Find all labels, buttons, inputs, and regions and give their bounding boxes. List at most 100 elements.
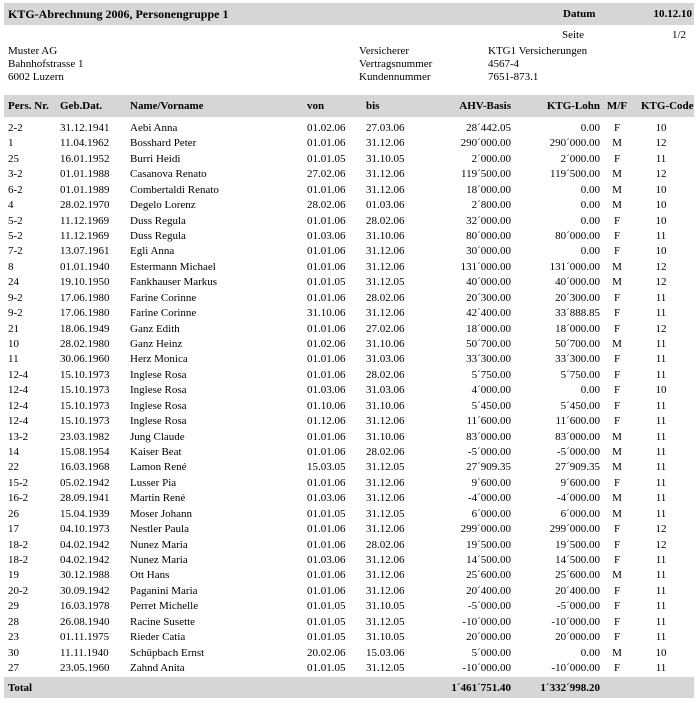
cell: 28.02.06 <box>366 291 405 304</box>
cell: 01.01.05 <box>307 631 346 644</box>
cell: 20´400.00 <box>555 584 600 597</box>
cell: 26.08.1940 <box>60 615 110 628</box>
cell: 31.12.06 <box>366 554 405 567</box>
cell: 1 <box>8 137 14 150</box>
cell: 20´000.00 <box>555 631 600 644</box>
cell: 131´000.00 <box>549 260 600 273</box>
cell: 28.02.1970 <box>60 199 110 212</box>
cell: Kaiser Beat <box>130 446 182 459</box>
cell: 24 <box>8 276 19 289</box>
cell: 31.10.06 <box>366 230 405 242</box>
total-label: Total <box>8 682 33 694</box>
cell: 01.01.06 <box>307 446 346 459</box>
cell: 11.11.1940 <box>60 646 109 659</box>
cell: 25´600.00 <box>466 569 511 582</box>
column-header: Name/Vorname <box>130 100 204 112</box>
cell: Inglese Rosa <box>130 415 187 428</box>
cell: -10´000.00 <box>551 615 600 628</box>
cell: 9´600.00 <box>471 476 511 489</box>
cell: M <box>612 430 622 443</box>
cell: 2´000.00 <box>471 152 511 165</box>
cell: Aebi Anna <box>130 122 178 134</box>
cell: 6´000.00 <box>471 507 511 520</box>
cell: 14´500.00 <box>555 554 600 567</box>
cell: 01.10.06 <box>307 399 346 412</box>
cell: 42´400.00 <box>466 307 511 320</box>
cell: 28.02.06 <box>366 214 405 227</box>
cell: 15.03.06 <box>366 646 405 659</box>
cell: 19´500.00 <box>466 538 511 551</box>
cell: 31.12.05 <box>366 276 405 289</box>
street: Bahnhofstrasse 1 <box>8 58 84 70</box>
cell: 31.12.05 <box>366 507 405 520</box>
cell: M <box>612 338 622 351</box>
cell: 31.10.05 <box>366 152 405 165</box>
cell: 01.03.06 <box>307 554 346 567</box>
cell: 28´442.05 <box>466 122 511 134</box>
cell: 9-2 <box>8 307 23 320</box>
cell: 31.03.06 <box>366 353 405 366</box>
cell: Duss Regula <box>130 230 186 242</box>
cell: 80´000.00 <box>555 230 600 242</box>
cell: 01.01.06 <box>307 523 346 536</box>
cell: 23 <box>8 631 19 644</box>
cell: -5´000.00 <box>467 600 511 613</box>
cell: Estermann Michael <box>130 260 216 273</box>
cell: 0.00 <box>580 646 600 659</box>
cell: 11 <box>655 615 667 628</box>
cell: 01.01.05 <box>307 152 346 165</box>
cell: 31.10.06 <box>307 307 346 320</box>
cell: 20´300.00 <box>555 291 600 304</box>
cell: 21 <box>8 322 19 335</box>
column-header: M/F <box>606 100 628 112</box>
cell: 01.01.06 <box>307 183 346 196</box>
cell: 01.02.06 <box>307 122 346 134</box>
cell: 11.04.1962 <box>60 137 110 150</box>
cell: 6´000.00 <box>560 507 600 520</box>
cell: -5´000.00 <box>556 600 600 613</box>
cell: 27´909.35 <box>555 461 600 474</box>
cell: Ganz Edith <box>130 322 180 335</box>
cell: 11 <box>655 152 667 165</box>
cell: 27 <box>8 662 19 675</box>
cell: 12 <box>655 276 667 289</box>
cell: Nunez Maria <box>130 538 188 551</box>
column-header: von <box>307 100 325 112</box>
cell: F <box>613 230 621 242</box>
cell: 10 <box>655 646 667 659</box>
cell: 01.01.06 <box>307 368 346 381</box>
cell: 01.01.06 <box>307 569 346 582</box>
cell: 40´000.00 <box>555 276 600 289</box>
cell: F <box>613 322 621 335</box>
cell: 18´000.00 <box>466 322 511 335</box>
cell: 12-4 <box>8 384 29 397</box>
cell: 0.00 <box>580 214 600 227</box>
cell: F <box>613 415 621 428</box>
cell: 14 <box>8 446 19 459</box>
cell: 20´400.00 <box>466 584 511 597</box>
cell: 16-2 <box>8 492 29 505</box>
cell: 20.02.06 <box>307 646 346 659</box>
cell: M <box>612 183 622 196</box>
cell: 40´000.00 <box>466 276 511 289</box>
cell: 0.00 <box>580 384 600 397</box>
cell: Nestler Paula <box>130 523 189 536</box>
cell: 28 <box>8 615 19 628</box>
cell: 5´000.00 <box>471 646 511 659</box>
cell: 0.00 <box>580 245 600 258</box>
cell: 11 <box>655 492 667 505</box>
column-header: KTG-Lohn <box>546 100 600 112</box>
cell: 27.02.06 <box>307 168 346 181</box>
cell: 12 <box>655 137 667 150</box>
column-header: AHV-Basis <box>459 100 511 112</box>
cell: 15.10.1973 <box>60 368 110 381</box>
cell: Inglese Rosa <box>130 399 187 412</box>
cell: 01.01.06 <box>307 322 346 335</box>
cell: F <box>613 214 621 227</box>
cell: 19.10.1950 <box>60 276 110 289</box>
cell: Perret Michelle <box>130 600 199 613</box>
cell: Casanova Renato <box>130 168 207 181</box>
cell: 13-2 <box>8 430 29 443</box>
cell: 19´500.00 <box>555 538 600 551</box>
cell: 01.01.06 <box>307 291 346 304</box>
